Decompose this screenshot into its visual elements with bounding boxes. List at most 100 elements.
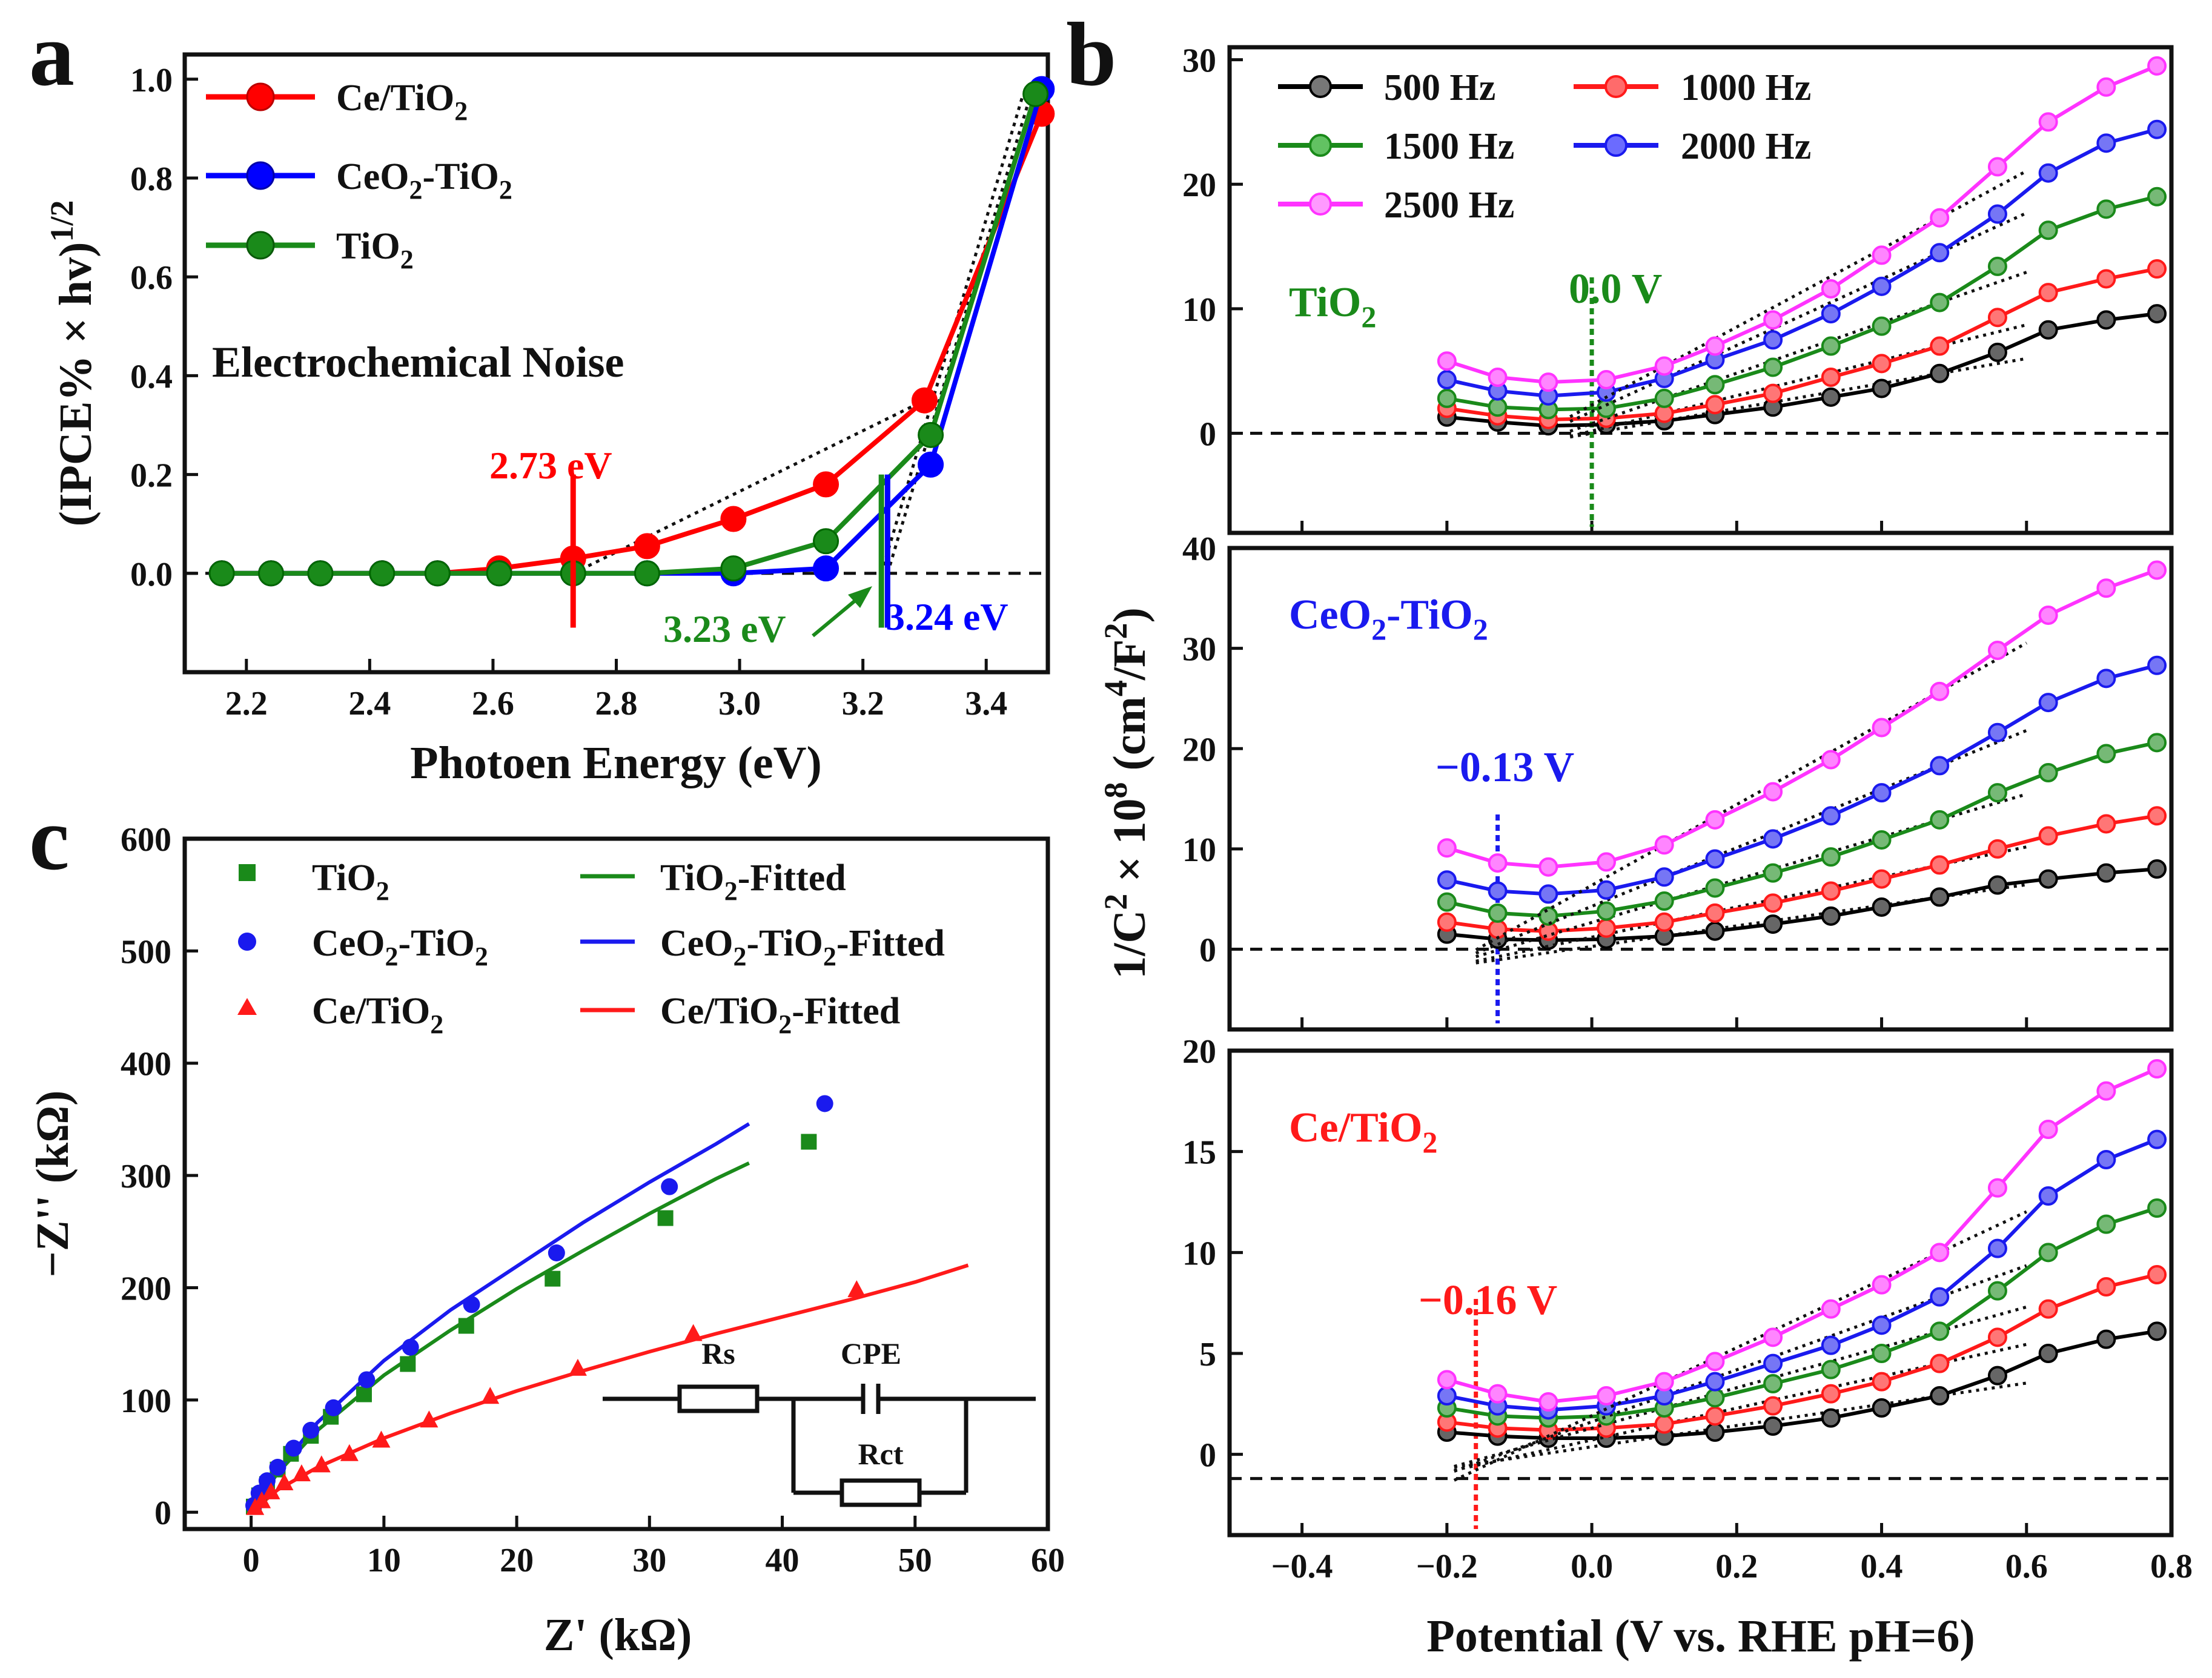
y-tick-label: 20: [1182, 1033, 1216, 1071]
data-point-2500-hz: [1821, 1299, 1841, 1319]
data-point-500-hz: [1872, 1398, 1892, 1418]
data-point-2500-hz: [2147, 1059, 2167, 1078]
series-line-2500-hz: [1446, 568, 2158, 869]
data-point-1500-hz: [1488, 397, 1508, 417]
data-point-1500-hz: [1930, 810, 1950, 830]
panel-a-series: [208, 76, 1055, 587]
legend-label-ceo2-tio2-data: CeO2-TiO2: [312, 923, 488, 971]
data-point-1500-hz: [2096, 1214, 2116, 1234]
data-point-tio2: [813, 528, 839, 555]
data-point-ceo2-tio2: [358, 1371, 376, 1389]
data-point-2500-hz: [1763, 1327, 1783, 1347]
data-point-1000-hz: [1930, 336, 1950, 356]
data-point-1500-hz: [1437, 388, 1457, 408]
data-point-1000-hz: [1930, 1353, 1950, 1373]
data-point-2000-hz: [2096, 133, 2116, 153]
data-point-2500-hz: [1437, 351, 1457, 371]
subplot-ceo2-tio2: 0 10 20 30 40: [1182, 530, 2173, 1029]
x-tick-label: 2.6: [472, 685, 514, 722]
data-point-2500-hz: [1987, 1178, 2007, 1198]
data-point-1500-hz: [1538, 906, 1558, 926]
data-point-2500-hz: [1597, 1386, 1616, 1405]
legend-label-2000hz: 2000 Hz: [1681, 126, 1811, 167]
legend-label-ceo2-tio2-fitted: CeO2-TiO2-Fitted: [660, 923, 945, 971]
data-point-ce-tio2: [275, 1473, 294, 1490]
panel-b-x-label: Potential (V vs. RHE pH=6): [1426, 1611, 1975, 1662]
panel-c-legend: TiO2 CeO2-TiO2 Ce/TiO2 TiO2-Fitted CeO2-…: [237, 857, 945, 1039]
data-point-ceo2-tio2: [285, 1439, 302, 1457]
tangent-line: [1475, 883, 2027, 965]
y-tick-label: 300: [121, 1158, 171, 1195]
panel-letter-c: c: [29, 788, 70, 889]
subplot-label-ceo2-tio2: CeO2-TiO2: [1289, 592, 1488, 646]
subplot-label-ce-tio2: Ce/TiO2: [1289, 1105, 1437, 1159]
data-point-500-hz: [2147, 859, 2167, 879]
y-tick-label: 5: [1199, 1336, 1216, 1373]
data-point-2000-hz: [2096, 669, 2116, 689]
legend-label-ce-tio2-fitted: Ce/TiO2-Fitted: [660, 991, 900, 1039]
data-point-1000-hz: [2147, 1265, 2167, 1284]
data-point-tio2: [208, 560, 235, 587]
data-point-2500-hz: [1872, 718, 1892, 738]
flatband-label-ce-tio2: −0.16 V: [1419, 1277, 1557, 1324]
data-point-ceo2-tio2: [325, 1399, 342, 1416]
data-point-500-hz: [1987, 342, 2007, 362]
data-point-2000-hz: [1872, 783, 1892, 803]
data-point-2000-hz: [1987, 204, 2007, 224]
legend-label-1500hz: 1500 Hz: [1384, 126, 1514, 167]
x-tick-label: 0.0: [1571, 1548, 1613, 1585]
data-point-ceo2-tio2: [302, 1421, 320, 1439]
data-point-2000-hz: [1488, 881, 1508, 901]
data-point-1000-hz: [2096, 1277, 2116, 1296]
data-point-2000-hz: [1705, 849, 1725, 869]
data-point-1500-hz: [2096, 199, 2116, 219]
legend-item-2000hz: 2000 Hz: [1574, 126, 1811, 167]
data-point-2000-hz: [2038, 1186, 2058, 1206]
data-point-2500-hz: [1437, 838, 1457, 858]
legend-item-1000hz: 1000 Hz: [1574, 67, 1811, 108]
data-point-2500-hz: [1538, 1392, 1558, 1412]
circuit-label-rs: Rs: [701, 1336, 735, 1370]
data-point-1000-hz: [1437, 912, 1457, 932]
data-point-ceo2-tio2: [402, 1338, 419, 1356]
equivalent-circuit-diagram: [603, 1384, 1036, 1507]
data-point-2000-hz: [1872, 276, 1892, 296]
data-point-2000-hz: [1987, 722, 2007, 742]
data-point-tio2: [545, 1270, 561, 1287]
data-point-1500-hz: [1987, 783, 2007, 803]
data-point-1500-hz: [1872, 316, 1892, 336]
data-point-ce-tio2: [292, 1464, 311, 1482]
data-point-2500-hz: [1763, 782, 1783, 802]
x-tick-label: 2.8: [595, 685, 638, 722]
data-point-2000-hz: [1538, 884, 1558, 904]
data-point-2500-hz: [2096, 77, 2116, 97]
data-point-1000-hz: [1654, 912, 1674, 932]
data-point-tio2: [400, 1356, 416, 1372]
data-point-1000-hz: [2038, 283, 2058, 303]
panel-b-legend: 500 Hz 1000 Hz 1500 Hz 2000 Hz 2500 Hz: [1278, 67, 1811, 226]
tangent-line: [1453, 1210, 2027, 1482]
data-point-2500-hz: [2096, 1081, 2116, 1101]
legend-marker-tio2: [246, 231, 275, 260]
data-point-500-hz: [2096, 863, 2116, 883]
data-point-2000-hz: [1705, 1372, 1725, 1392]
data-point-1000-hz: [1654, 1414, 1674, 1434]
data-point-1500-hz: [1821, 336, 1841, 356]
data-point-ce-tio2: [813, 471, 839, 498]
data-point-2500-hz: [1930, 1243, 1950, 1263]
data-point-ceo2-tio2: [816, 1095, 833, 1112]
y-tick-label: 15: [1182, 1134, 1216, 1172]
data-point-2000-hz: [1821, 1335, 1841, 1355]
y-tick-label: 20: [1182, 731, 1216, 768]
data-point-1500-hz: [1705, 375, 1725, 395]
data-point-2000-hz: [1597, 880, 1616, 900]
data-point-1000-hz: [1987, 308, 2007, 328]
data-point-1000-hz: [1987, 839, 2007, 859]
data-point-ceo2-tio2: [813, 555, 839, 582]
circuit-label-rct: Rct: [858, 1437, 904, 1471]
data-point-500-hz: [1821, 387, 1841, 407]
data-point-2000-hz: [1437, 870, 1457, 890]
data-point-2500-hz: [1872, 245, 1892, 265]
data-point-500-hz: [1987, 1366, 2007, 1386]
